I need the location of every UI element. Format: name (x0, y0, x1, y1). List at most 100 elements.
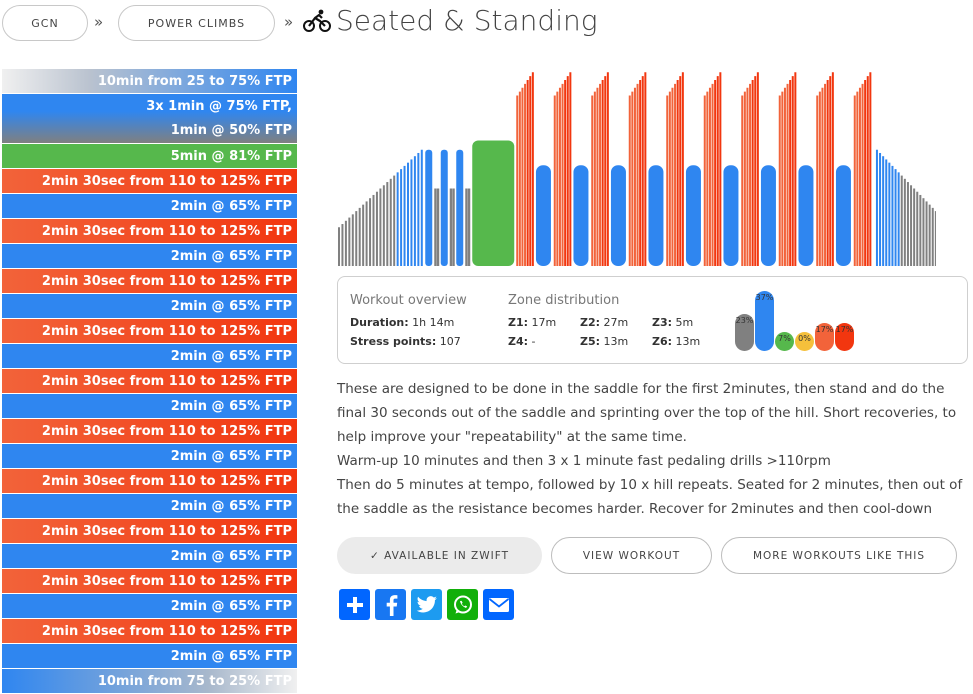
workout-bar (676, 80, 679, 266)
interval-row: 2min 30sec from 110 to 125% FTP (2, 519, 297, 543)
view-workout-button[interactable]: VIEW WORKOUT (551, 537, 712, 574)
workout-bar (791, 76, 794, 266)
workout-bar (919, 194, 922, 266)
zone-z2: Z2: 27m (580, 316, 629, 329)
workout-bar (903, 178, 906, 266)
breadcrumb-power-climbs[interactable]: POWER CLIMBS (118, 5, 275, 41)
more-workouts-button[interactable]: MORE WORKOUTS LIKE THIS (721, 537, 957, 574)
interval-row: 2min 30sec from 110 to 125% FTP (2, 169, 297, 193)
workout-bar (529, 76, 532, 266)
breadcrumb-gcn[interactable]: GCN (2, 5, 88, 41)
zone-heading: Zone distribution (508, 293, 620, 308)
workout-bar (569, 72, 572, 266)
workout-bar (741, 95, 744, 266)
workout-bar (783, 87, 786, 266)
workout-bar (789, 80, 792, 266)
workout-bar (467, 188, 471, 266)
workout-bar (711, 83, 714, 266)
workout-bar (922, 198, 925, 266)
workout-bar (864, 80, 867, 266)
interval-row: 3x 1min @ 75% FTP, 1min @ 50% FTP (2, 94, 297, 143)
workout-bar (925, 201, 928, 266)
workout-bar (866, 76, 869, 266)
workout-bar (856, 91, 859, 266)
add-share-icon[interactable] (339, 589, 370, 620)
workout-bar (897, 172, 900, 266)
workout-bar (716, 76, 719, 266)
workout-bar (639, 80, 642, 266)
workout-bar (900, 175, 903, 266)
workout-bar (628, 95, 631, 266)
workout-bar (794, 72, 797, 266)
page-title: Seated & Standing (336, 4, 598, 37)
interval-row: 2min 30sec from 110 to 125% FTP (2, 369, 297, 393)
interval-row: 2min 30sec from 110 to 125% FTP (2, 319, 297, 343)
workout-bar (599, 83, 602, 266)
workout-bar (826, 80, 829, 266)
workout-bar (633, 87, 636, 266)
workout-bar (400, 169, 403, 266)
workout-bar (382, 185, 385, 266)
workout-bar (531, 72, 534, 266)
workout-bar (403, 165, 406, 266)
workout-bar (760, 165, 776, 266)
workout-bar (824, 83, 827, 266)
workout-bar (644, 72, 647, 266)
interval-row: 2min 30sec from 110 to 125% FTP (2, 619, 297, 643)
workout-bar (781, 91, 784, 266)
description-paragraph: Warm-up 10 minutes and then 3 x 1 minute… (337, 453, 831, 469)
interval-row: 2min @ 65% FTP (2, 494, 297, 518)
description-paragraph: These are designed to be done in the sad… (337, 381, 957, 445)
interval-label: 1min @ 50% FTP (170, 122, 292, 138)
workout-bar (879, 152, 882, 266)
email-icon[interactable] (483, 589, 514, 620)
workout-bar (526, 80, 529, 266)
workout-bar (666, 95, 669, 266)
workout-bar (593, 91, 596, 266)
workout-bar (671, 87, 674, 266)
workout-bar (420, 149, 423, 266)
interval-row: 5min @ 81% FTP (2, 144, 297, 168)
workout-bar (858, 87, 861, 266)
workout-overview-panel: Workout overview Duration: 1h 14m Stress… (337, 276, 968, 364)
interval-row: 2min 30sec from 110 to 125% FTP (2, 419, 297, 443)
workout-bar (894, 169, 897, 266)
workout-bar (723, 165, 739, 266)
workout-bar (703, 95, 706, 266)
workout-bar (535, 165, 551, 266)
workout-bar (751, 80, 754, 266)
workout-bar (778, 95, 781, 266)
available-in-zwift-button[interactable]: ✓ AVAILABLE IN ZWIFT (337, 537, 542, 574)
workout-bar (668, 91, 671, 266)
whatsapp-icon[interactable] (447, 589, 478, 620)
cyclist-icon (303, 9, 331, 32)
workout-bar (875, 149, 878, 266)
workout-bar (821, 87, 824, 266)
twitter-icon[interactable] (411, 589, 442, 620)
description-paragraph: Then do 5 minutes at tempo, followed by … (337, 477, 963, 517)
workout-bar (379, 188, 382, 266)
workout-bar (798, 165, 814, 266)
interval-row: 2min @ 65% FTP (2, 194, 297, 218)
zone-bar-label: 0% (798, 334, 811, 343)
zone-bar: 17% (835, 323, 854, 351)
workout-bar (786, 83, 789, 266)
workout-bar (362, 204, 365, 266)
workout-bar (351, 214, 354, 266)
workout-bar (708, 87, 711, 266)
interval-row: 2min @ 65% FTP (2, 644, 297, 668)
workout-bar (756, 72, 759, 266)
workout-bar (648, 165, 664, 266)
zone-bar-label: 17% (835, 325, 854, 335)
workout-bar (816, 95, 819, 266)
workout-bar (452, 188, 455, 266)
workout-bar (436, 188, 440, 266)
workout-bar (928, 204, 931, 266)
interval-row: 2min @ 65% FTP (2, 244, 297, 268)
facebook-icon[interactable] (375, 589, 406, 620)
workout-bar (818, 91, 821, 266)
workout-bar (472, 140, 515, 266)
workout-bar (916, 191, 919, 266)
workout-bar (746, 87, 749, 266)
interval-row: 2min @ 65% FTP (2, 344, 297, 368)
